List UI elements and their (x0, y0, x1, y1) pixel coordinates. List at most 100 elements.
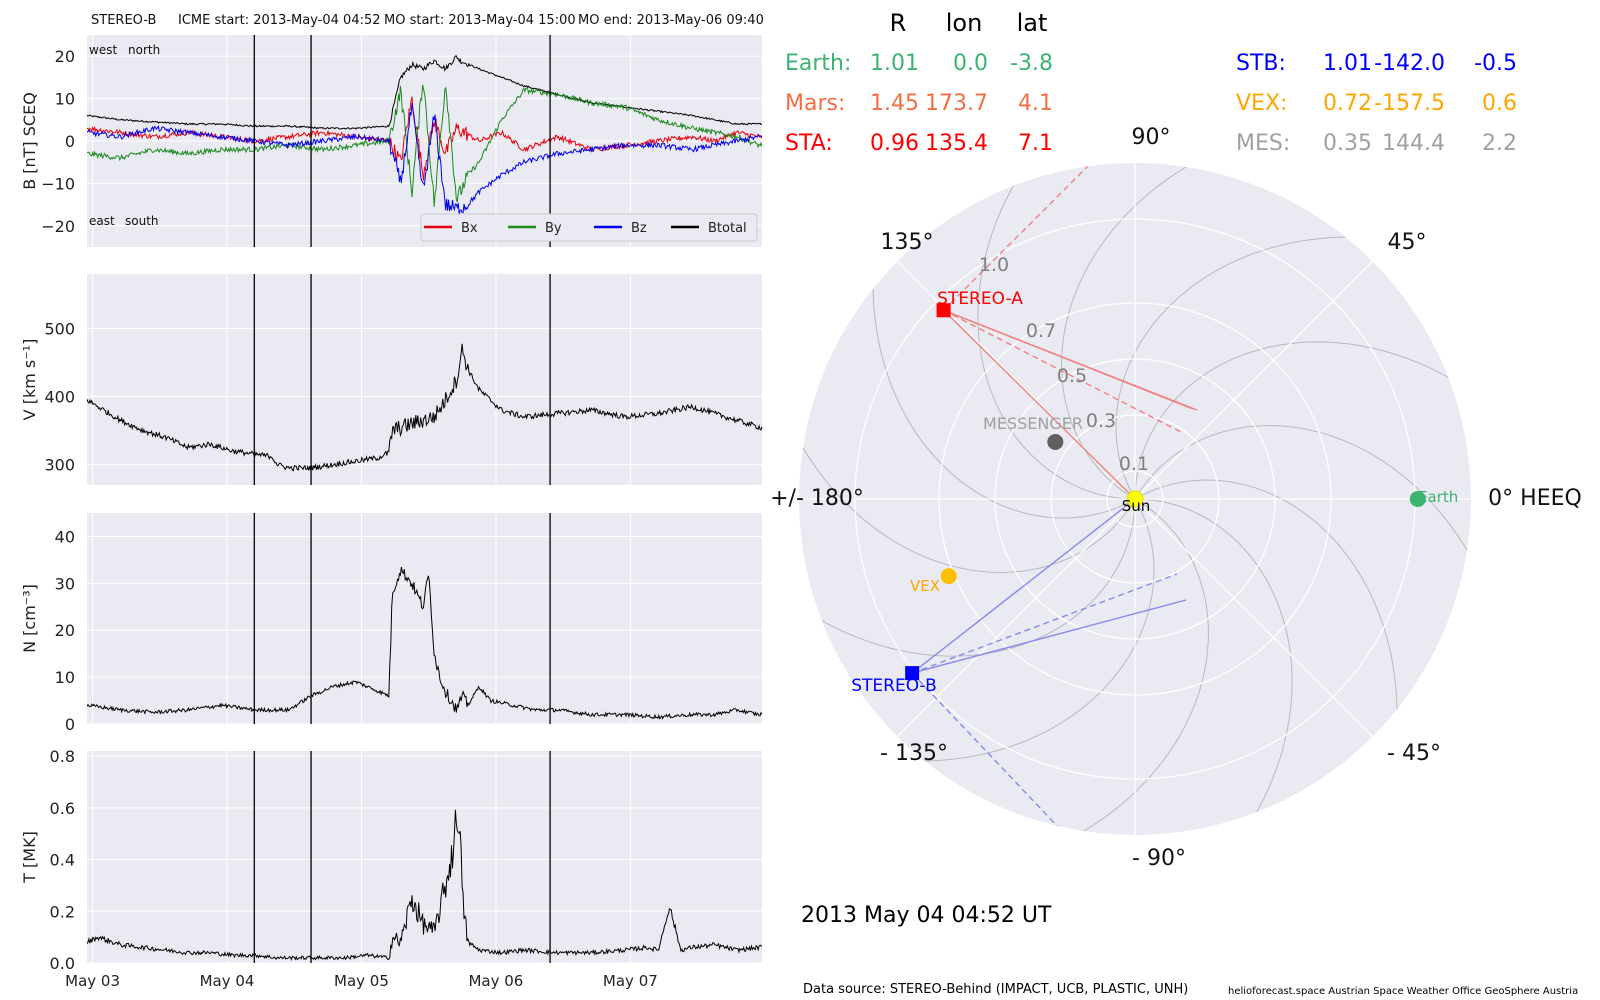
body-label-stereo-b: STEREO-B (851, 676, 937, 696)
row-r-value: 0.35 (1323, 131, 1372, 156)
table-row: STA: 0.96 135.4 7.1 (785, 131, 1053, 156)
v-panel: 300 400 500 V [km s⁻¹] (20, 274, 763, 485)
row-lat-value: -3.8 (1010, 51, 1053, 76)
south-label: south (125, 214, 159, 228)
legend-label-bx: Bx (461, 221, 478, 236)
row-r-value: 1.01 (870, 51, 919, 76)
y-tick-label: 500 (44, 319, 75, 338)
sta-line-solid (943, 309, 1194, 410)
row-label: STB: (1236, 51, 1286, 76)
table-row: VEX: 0.72 -157.5 0.6 (1236, 91, 1517, 116)
row-lat-value: 0.6 (1482, 91, 1517, 116)
stb-line-dashed (911, 573, 1178, 674)
y-tick-label: −20 (41, 217, 75, 236)
vex-marker (940, 568, 957, 585)
legend-label-by: By (545, 221, 562, 236)
timestamp-label: 2013 May 04 04:52 UT (801, 903, 1052, 928)
sun-marker (1126, 490, 1144, 508)
radial-tick-label: 1.0 (979, 254, 1009, 276)
parker-spiral-line (1061, 163, 1218, 497)
y-tick-label: 10 (55, 668, 75, 687)
row-label: MES: (1236, 131, 1290, 156)
y-tick-label: 30 (55, 574, 75, 593)
series-btotal-line (86, 55, 763, 130)
legend-frame (420, 213, 758, 242)
stb-line-sun (911, 498, 1136, 674)
stereo-a-marker (936, 303, 951, 318)
radial-tick-label: 0.1 (1119, 453, 1149, 475)
row-lat-value: 2.2 (1482, 131, 1517, 156)
row-lon-value: 173.7 (925, 91, 988, 116)
plot-background (87, 751, 762, 963)
data-source-label: Data source: STEREO-Behind (IMPACT, UCB,… (803, 982, 1188, 997)
table-row: Earth: 1.01 0.0 -3.8 (785, 51, 1053, 76)
body-label-messenger: MESSENGER (983, 414, 1083, 433)
west-label: west (89, 43, 117, 57)
row-r-value: 0.96 (870, 131, 919, 156)
parker-spiral-line (1140, 498, 1293, 835)
icme-start-label: ICME start: 2013-May-04 04:52 (178, 13, 381, 28)
y-tick-label: 40 (55, 527, 75, 546)
row-r-value: 0.72 (1323, 91, 1372, 116)
mo-end-label: MO end: 2013-May-06 09:40 (578, 13, 764, 28)
messenger-marker (1047, 433, 1064, 450)
series-by-line (86, 84, 763, 207)
table-header-lat: lat (1017, 9, 1048, 37)
angle-tick-label: - 45° (1387, 741, 1441, 766)
row-lon-value: 135.4 (925, 131, 988, 156)
sta-line-dashed (943, 309, 1182, 433)
x-tick-label: May 05 (334, 972, 389, 990)
y-tick-label: 0.8 (50, 747, 75, 766)
legend-label-bz: Bz (631, 221, 647, 236)
footer: 2013 May 04 04:52 UT Data source: STEREO… (801, 903, 1578, 997)
row-label: Mars: (785, 91, 845, 116)
y-tick-label: 0 (65, 715, 75, 734)
angle-tick-label: - 90° (1132, 846, 1186, 871)
parker-spiral-line (1137, 425, 1471, 582)
credits-label: helioforecast.space Austrian Space Weath… (1228, 986, 1578, 997)
parker-spiral-line (888, 503, 1155, 762)
y-tick-label: −10 (41, 174, 75, 193)
stb-line-dashed-out (911, 672, 1062, 831)
spacecraft-label: STEREO-B (91, 13, 156, 28)
y-tick-label: 400 (44, 388, 75, 407)
angle-gridline (1134, 260, 1374, 500)
plot-background (87, 513, 762, 724)
x-tick-label: May 07 (603, 972, 658, 990)
y-tick-label: 10 (55, 90, 75, 109)
angle-tick-label: - 135° (880, 741, 948, 766)
earth-marker (1409, 491, 1426, 507)
sta-line-sun (943, 309, 1136, 500)
y-axis-label: N [cm⁻³] (20, 584, 39, 653)
b-legend: Bx By Bz Btotal (420, 213, 758, 242)
north-label: north (128, 43, 160, 57)
body-label-earth: Earth (1418, 488, 1458, 506)
angle-gridline (1134, 498, 1374, 738)
time-series-panels: −20 −10 0 10 20 B [nT] SCEQ west north east south… (20, 13, 764, 990)
series-n-line (86, 566, 763, 720)
stb-line-solid (911, 599, 1187, 674)
y-axis-label: T [MK] (20, 831, 39, 884)
series-t-line (86, 809, 763, 961)
y-tick-label: 0.4 (50, 851, 75, 870)
angle-tick-label: 0° HEEQ (1488, 486, 1582, 511)
row-r-value: 1.45 (870, 91, 919, 116)
row-lon-value: 0.0 (953, 51, 988, 76)
y-tick-label: 20 (55, 621, 75, 640)
radial-tick-label: 0.3 (1086, 410, 1116, 432)
y-tick-label: 0 (65, 132, 75, 151)
row-lat-value: -0.5 (1474, 51, 1517, 76)
x-tick-label: May 03 (65, 972, 120, 990)
y-tick-label: 0.6 (50, 799, 75, 818)
angle-gridline (896, 498, 1136, 738)
parker-spiral-line (799, 416, 1133, 573)
legend-label-btotal: Btotal (708, 221, 747, 236)
x-tick-label: May 06 (468, 972, 523, 990)
plot-background (87, 274, 762, 485)
y-tick-label: 0.2 (50, 902, 75, 921)
east-label: east (89, 214, 115, 228)
parker-spiral-line (1115, 236, 1382, 495)
radial-tick-label: 0.7 (1026, 320, 1056, 342)
parker-spiral-line (977, 163, 1130, 500)
